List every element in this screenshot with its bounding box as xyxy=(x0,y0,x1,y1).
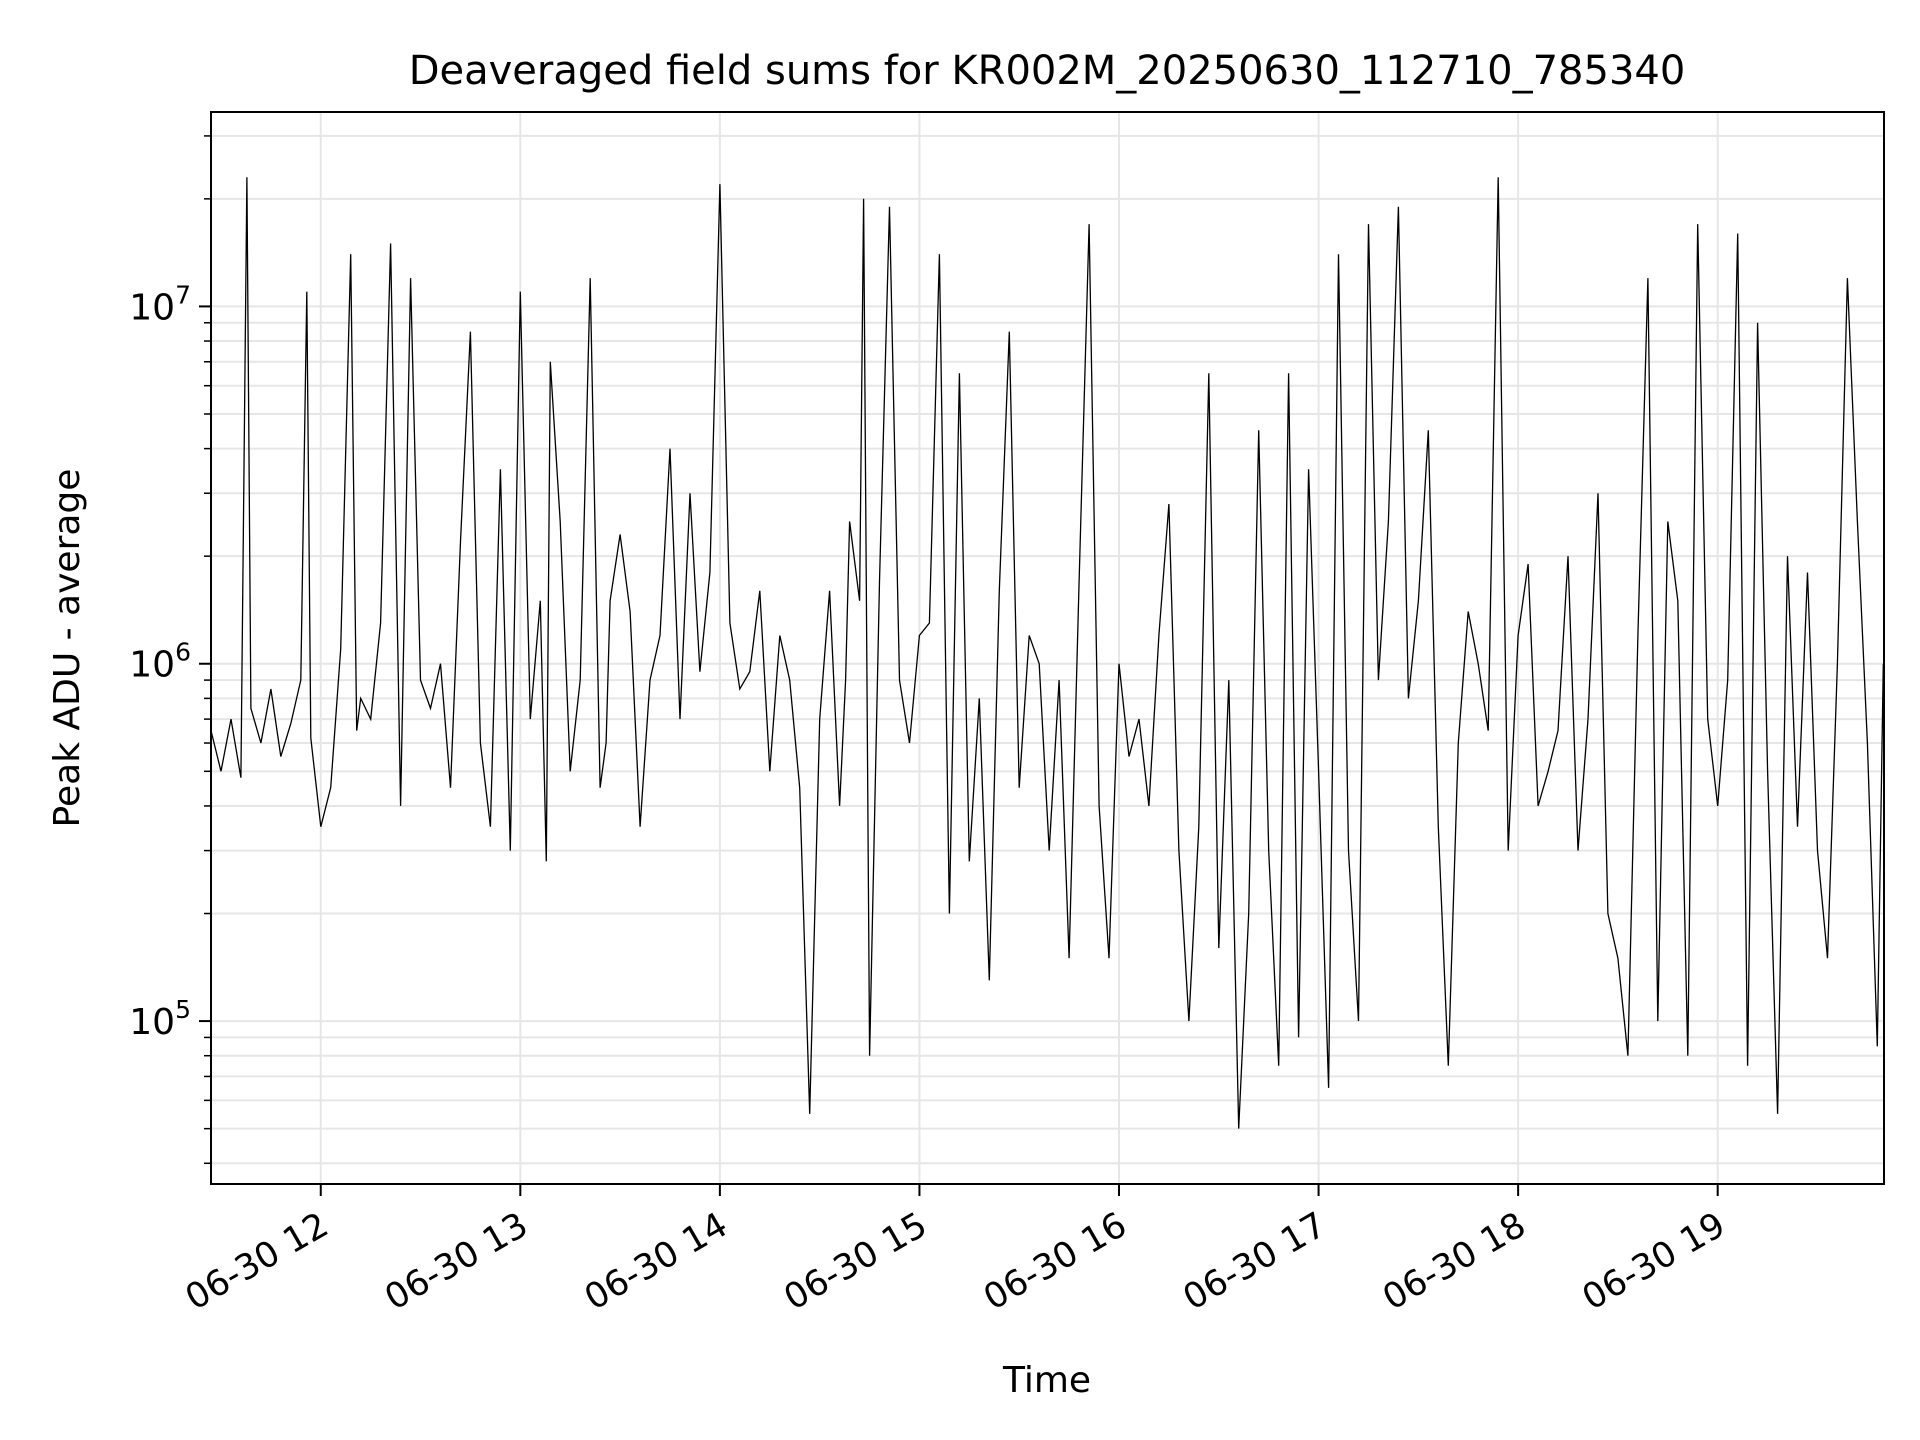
y-tick-label: 107 xyxy=(129,280,191,328)
x-axis-label: Time xyxy=(1002,1360,1091,1401)
plot-area-frame xyxy=(210,111,1885,1185)
y-tick-label: 106 xyxy=(129,638,191,686)
y-axis-label: Peak ADU - average xyxy=(47,469,88,828)
series-line-peak-adu xyxy=(210,177,1884,1129)
chart-title: Deaveraged field sums for KR002M_2025063… xyxy=(409,48,1686,94)
y-tick-label: 105 xyxy=(129,995,191,1043)
y-axis: 105 106 107 xyxy=(129,135,211,1165)
